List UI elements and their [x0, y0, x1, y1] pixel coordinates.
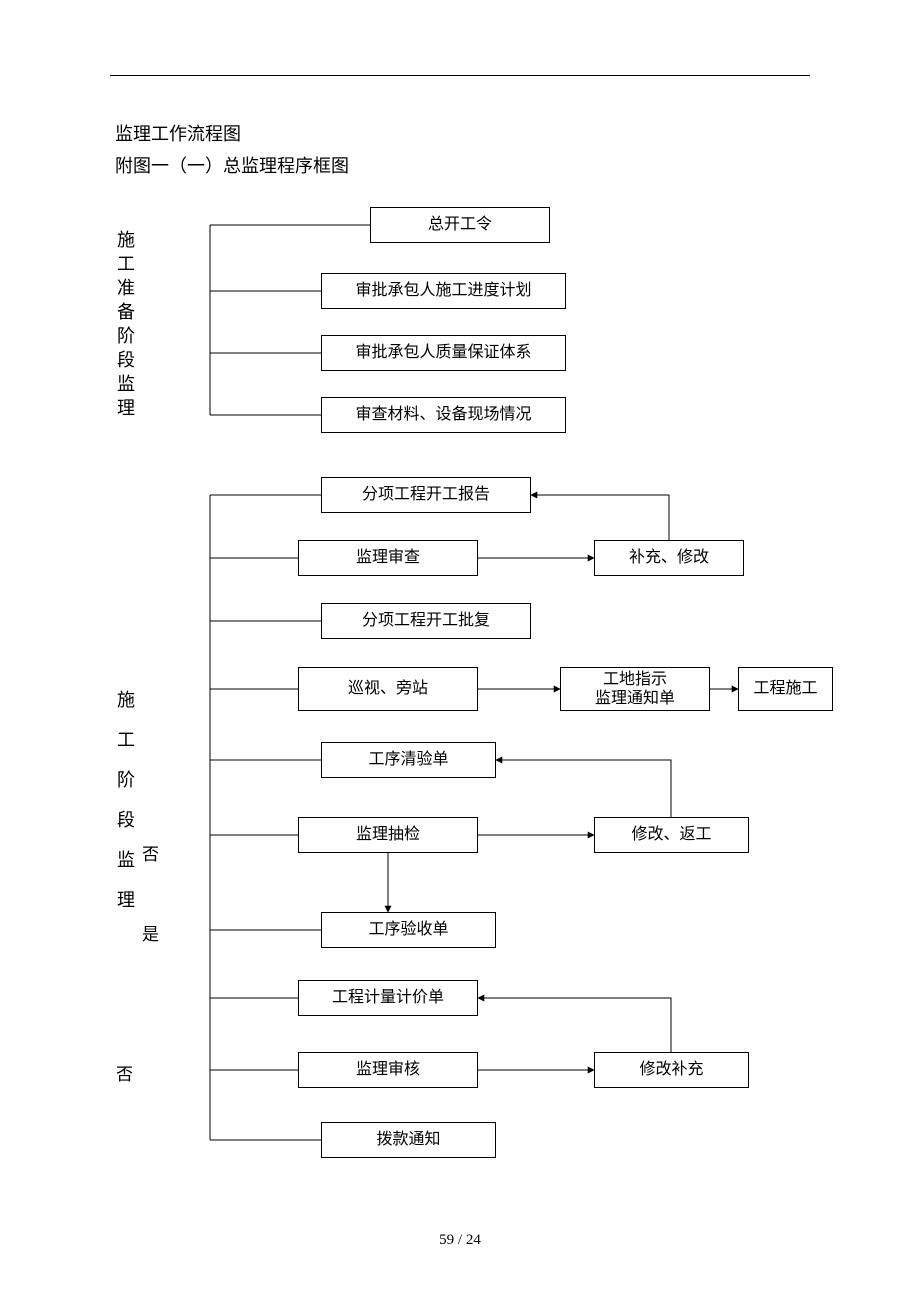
flow-node-n10: 工地指示 监理通知单 [560, 667, 710, 711]
flow-node-n17: 监理审核 [298, 1052, 478, 1088]
flow-node-n19: 拨款通知 [321, 1122, 496, 1158]
flow-node-n4: 审查材料、设备现场情况 [321, 397, 566, 433]
edge-3 [531, 495, 669, 540]
flow-node-n2: 审批承包人施工进度计划 [321, 273, 566, 309]
edge-10 [478, 998, 671, 1052]
flow-node-n16: 工程计量计价单 [298, 980, 478, 1016]
page-title-2: 附图一（一）总监理程序框图 [115, 152, 349, 178]
title-text-2: 附图一（一）总监理程序框图 [115, 156, 349, 176]
page-title-1: 监理工作流程图 [115, 120, 241, 146]
flow-node-n9: 巡视、旁站 [298, 667, 478, 711]
header-rule [110, 75, 810, 76]
flow-node-n1: 总开工令 [370, 207, 550, 243]
flow-node-n13: 监理抽检 [298, 817, 478, 853]
label-shi: 是 [142, 920, 159, 945]
flow-node-n6: 监理审查 [298, 540, 478, 576]
edge-7 [496, 760, 671, 817]
vlabel-prep: 施工准备阶段监理 [116, 228, 136, 420]
edges-layer [0, 0, 920, 1302]
page-footer: 59 / 24 [0, 1232, 920, 1249]
edge-0 [210, 225, 370, 415]
label-fou-1: 否 [142, 840, 159, 865]
title-text-1: 监理工作流程图 [115, 124, 241, 144]
flow-node-n7: 补充、修改 [594, 540, 744, 576]
flow-node-n5: 分项工程开工报告 [321, 477, 531, 513]
flow-node-n18: 修改补充 [594, 1052, 749, 1088]
vlabel-exec: 施工阶段监理 [116, 680, 136, 920]
flow-node-n3: 审批承包人质量保证体系 [321, 335, 566, 371]
flow-node-n8: 分项工程开工批复 [321, 603, 531, 639]
flow-node-n14: 修改、返工 [594, 817, 749, 853]
flow-node-n12: 工序清验单 [321, 742, 496, 778]
flow-node-n15: 工序验收单 [321, 912, 496, 948]
label-fou-2: 否 [116, 1060, 133, 1085]
flow-node-n11: 工程施工 [738, 667, 833, 711]
